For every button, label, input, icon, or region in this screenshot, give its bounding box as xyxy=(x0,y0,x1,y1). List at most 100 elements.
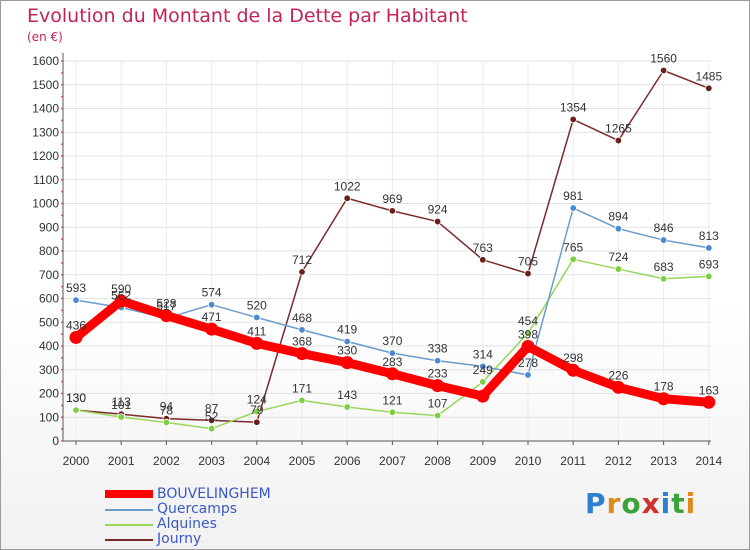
data-point-journy xyxy=(207,416,216,425)
x-tick-label: 2004 xyxy=(243,454,270,468)
y-axis-dot xyxy=(61,321,63,324)
x-tick-label: 2013 xyxy=(650,454,677,468)
logo-letter: o xyxy=(621,487,642,520)
y-tick-label: 1200 xyxy=(32,149,59,163)
data-point-alquines xyxy=(705,272,713,281)
x-tick-label: 2008 xyxy=(424,454,451,468)
data-label-alquines: 454 xyxy=(518,314,538,328)
y-axis-dot xyxy=(61,202,63,205)
data-label-bouvelinghem: 330 xyxy=(337,344,357,358)
data-point-bouvelinghem xyxy=(611,380,625,394)
data-label-journy: 87 xyxy=(205,401,219,415)
data-label-bouvelinghem: 178 xyxy=(654,380,674,394)
data-point-alquines xyxy=(253,407,261,416)
data-label-journy: 1485 xyxy=(695,69,722,83)
y-axis-dot xyxy=(61,333,63,336)
y-axis-dot xyxy=(61,392,63,395)
y-axis-dot xyxy=(61,440,63,442)
data-label-alquines: 107 xyxy=(428,397,448,411)
data-point-quercamps xyxy=(433,357,442,365)
y-axis-dot xyxy=(61,368,63,371)
data-point-journy xyxy=(524,269,532,278)
y-axis-dot xyxy=(61,71,63,74)
data-point-alquines xyxy=(569,255,577,264)
data-label-bouvelinghem: 226 xyxy=(608,368,628,382)
data-label-journy: 1022 xyxy=(334,179,361,193)
y-axis-dot xyxy=(61,119,63,122)
y-axis-dot xyxy=(61,297,63,300)
y-tick-label: 1300 xyxy=(32,125,59,139)
data-label-bouvelinghem: 233 xyxy=(428,367,448,381)
data-label-quercamps: 593 xyxy=(66,281,86,295)
data-label-bouvelinghem: 528 xyxy=(156,297,176,311)
data-point-journy xyxy=(659,66,668,75)
data-label-quercamps: 981 xyxy=(563,189,583,203)
data-point-journy xyxy=(569,115,577,124)
x-tick-label: 2012 xyxy=(605,454,632,468)
data-point-quercamps xyxy=(343,337,351,346)
data-label-alquines: 52 xyxy=(205,410,219,424)
data-label-alquines: 130 xyxy=(66,391,86,405)
x-tick-label: 2002 xyxy=(153,454,180,468)
x-tick-label: 2007 xyxy=(379,454,406,468)
y-axis-dot xyxy=(61,214,63,217)
data-point-alquines xyxy=(614,265,623,273)
data-label-alquines: 143 xyxy=(337,388,357,402)
data-point-bouvelinghem xyxy=(385,367,399,381)
data-label-quercamps: 370 xyxy=(382,334,402,348)
y-tick-label: 600 xyxy=(39,292,59,306)
y-axis-dot xyxy=(61,404,63,407)
data-label-bouvelinghem: 590 xyxy=(111,282,131,296)
y-axis-dot xyxy=(61,428,63,431)
data-point-quercamps xyxy=(479,362,487,371)
data-point-journy xyxy=(433,217,442,226)
y-tick-label: 1600 xyxy=(32,54,59,68)
y-axis-dot xyxy=(61,60,63,62)
data-point-quercamps xyxy=(253,313,261,322)
y-tick-label: 100 xyxy=(39,410,59,424)
data-point-journy xyxy=(479,256,487,264)
data-point-alquines xyxy=(433,411,442,420)
data-label-journy: 113 xyxy=(112,395,131,409)
data-label-bouvelinghem: 471 xyxy=(202,310,222,324)
data-point-journy xyxy=(614,136,623,145)
data-point-alquines xyxy=(117,413,125,421)
data-point-quercamps xyxy=(614,224,623,233)
legend-label-quercamps: Quercamps xyxy=(157,501,238,517)
data-point-quercamps xyxy=(388,349,397,357)
data-label-quercamps: 894 xyxy=(608,210,628,224)
data-label-quercamps: 419 xyxy=(337,322,357,336)
data-point-journy xyxy=(253,418,261,426)
data-label-journy: 712 xyxy=(292,253,312,267)
data-point-alquines xyxy=(388,408,397,416)
data-point-journy xyxy=(705,84,713,93)
y-axis-dot xyxy=(61,238,63,241)
y-axis-dot xyxy=(61,250,63,252)
y-tick-label: 0 xyxy=(52,434,59,448)
x-tick-label: 2003 xyxy=(198,454,225,468)
data-label-quercamps: 517 xyxy=(156,299,176,313)
y-axis-dot xyxy=(61,143,63,146)
data-point-journy xyxy=(298,268,306,276)
data-point-alquines xyxy=(162,418,171,427)
x-tick-label: 2005 xyxy=(289,454,316,468)
y-tick-label: 400 xyxy=(39,339,59,353)
y-axis-dot xyxy=(61,416,63,419)
data-label-alquines: 683 xyxy=(654,260,674,274)
data-label-quercamps: 846 xyxy=(654,221,674,235)
chart-title: Evolution du Montant de la Dette par Hab… xyxy=(27,5,468,27)
data-point-quercamps xyxy=(705,244,713,252)
data-point-quercamps xyxy=(524,371,532,379)
logo-letter: r xyxy=(606,487,622,520)
data-label-journy: 1265 xyxy=(605,122,632,136)
data-label-alquines: 121 xyxy=(382,393,402,407)
data-point-bouvelinghem xyxy=(250,336,264,350)
y-axis-dot xyxy=(61,285,63,288)
data-label-journy: 94 xyxy=(160,400,174,414)
y-axis-dot xyxy=(61,261,63,264)
data-point-alquines xyxy=(343,403,351,411)
data-label-alquines: 693 xyxy=(699,257,719,271)
data-label-quercamps: 813 xyxy=(699,229,719,243)
data-label-journy: 705 xyxy=(518,255,538,269)
